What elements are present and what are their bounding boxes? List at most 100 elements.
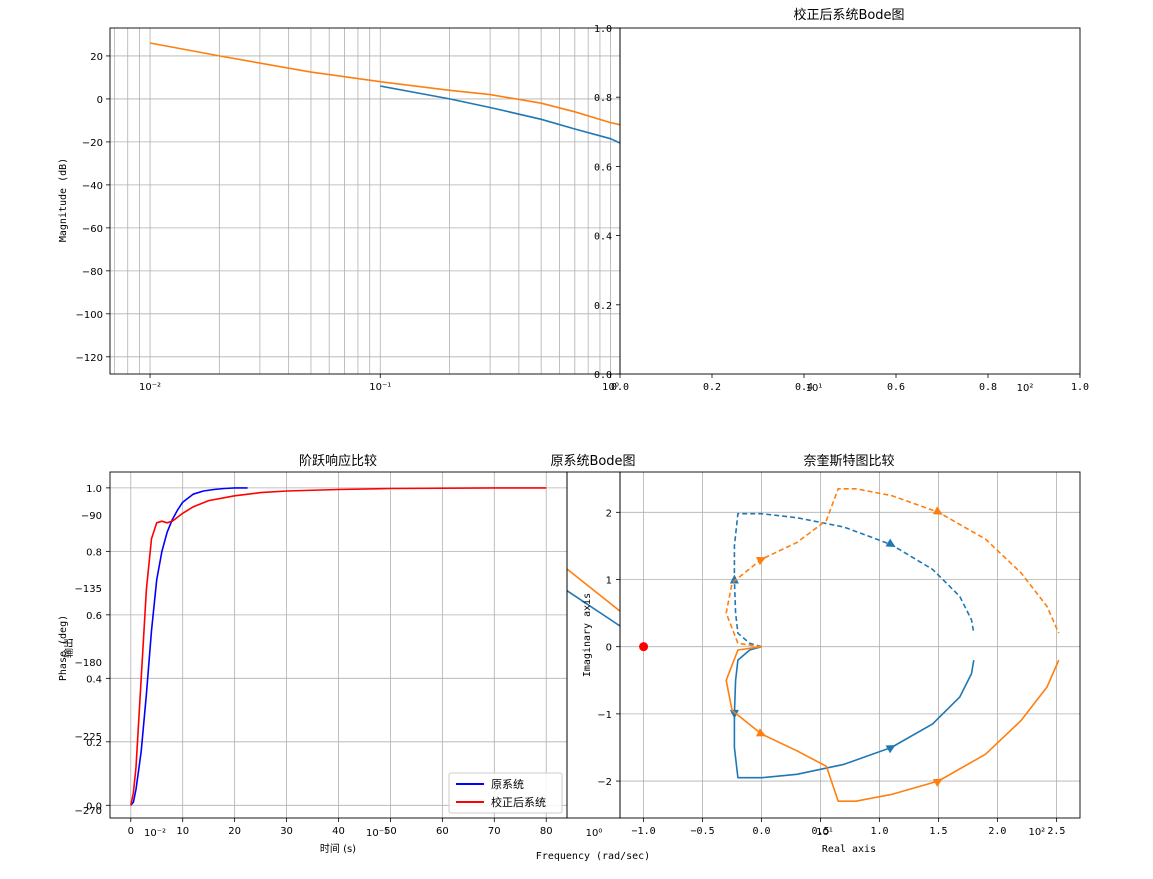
mag-y-tick-label: −60 [82, 224, 103, 235]
original-bode-line [566, 568, 621, 612]
nyquist-direction-arrow [729, 709, 739, 719]
bode-y-tick-label: 0.6 [594, 162, 612, 173]
bode-x-tick-label: 0.2 [703, 382, 721, 393]
real-axis-label: Real axis [822, 844, 876, 855]
original-bode-line [566, 590, 621, 627]
magnitude-line [380, 85, 621, 144]
step-x-tick-label: 20 [228, 826, 241, 837]
phase-x-tick-label: 10⁻² [144, 828, 166, 839]
phase-tick-label: −270 [75, 806, 102, 817]
mag-x-tick-label: 10⁰ [602, 382, 619, 393]
step-response-line [130, 487, 248, 806]
nyquist-overlay-tick-label: 10¹ [816, 827, 833, 838]
step-x-tick-label: 80 [540, 826, 553, 837]
mag-y-tick-label: −100 [76, 310, 103, 321]
nyquist-x-tick-label: −1.0 [632, 826, 656, 837]
nyquist-direction-arrow [729, 574, 739, 584]
nyquist-direction-arrow [885, 538, 896, 548]
nyquist-line [725, 645, 1060, 802]
mag-y-tick-label: −120 [76, 353, 103, 364]
step-y-tick-label: 0.8 [86, 547, 102, 558]
nyquist-x-tick-label: 0.5 [811, 826, 829, 837]
original-bode-axes-frame [566, 471, 621, 819]
mag-x-tick-label: 10⁻² [139, 382, 161, 393]
mag-y-tick-label: 0 [97, 95, 103, 106]
bode-x-tick-label: 1.0 [1071, 382, 1089, 393]
nyquist-y-tick-label: 2 [606, 508, 612, 519]
nyquist-x-tick-label: 1.0 [870, 826, 888, 837]
phase-tick-label: −180 [75, 658, 102, 669]
step-x-tick-label: 60 [436, 826, 449, 837]
nyquist-line [733, 645, 975, 779]
output-axis-label: 输出 [62, 638, 75, 658]
step-y-tick-label: 1.0 [86, 484, 102, 495]
nyquist-y-tick-label: 0 [606, 643, 612, 654]
frames-layer [106, 27, 1081, 822]
legend-label-original: 原系统 [491, 778, 524, 791]
nyquist-direction-arrow [932, 506, 943, 515]
magnitude-axis-label: Magnitude (dB) [58, 158, 69, 242]
critical-point-marker [639, 642, 649, 652]
nyquist-axes-frame [619, 471, 1081, 819]
step-response-title: 阶跃响应比较 [299, 453, 377, 469]
nyquist-y-tick-label: −2 [597, 777, 612, 788]
mag-y-tick-label: 20 [90, 52, 103, 63]
nyquist-mirror-line [725, 488, 1060, 648]
nyquist-y-tick-label: 1 [606, 575, 612, 586]
phase-x-tick-label: 10⁰ [586, 828, 603, 839]
step-y-tick-label: 0.4 [86, 674, 102, 685]
nyquist-x-tick-label: 0.0 [753, 826, 771, 837]
step-y-tick-label: 0.0 [86, 801, 102, 812]
bode-y-tick-label: 0.8 [594, 93, 612, 104]
legend: 原系统 校正后系统 [448, 772, 563, 814]
nyquist-direction-arrow [756, 557, 767, 566]
nyquist-x-tick-label: 2.5 [1047, 826, 1065, 837]
bode-x-tick-label: 0.8 [979, 382, 997, 393]
magnitude-line [149, 42, 621, 126]
nyquist-direction-arrow [756, 728, 767, 737]
phase-axis-label: Phase (deg) [58, 615, 69, 681]
step-x-tick-label: 10 [176, 826, 189, 837]
mag-x-tick-label: 10⁻¹ [369, 382, 391, 393]
grid-layer [110, 28, 1080, 818]
step-x-tick-label: 30 [280, 826, 293, 837]
bode-y-tick-label: 1.0 [594, 24, 612, 35]
step-x-tick-label: 70 [488, 826, 501, 837]
series-layer [130, 42, 1060, 806]
phase-x-tick-label: 10⁻¹ [366, 828, 388, 839]
bode-y-tick-label: 0.4 [594, 232, 612, 243]
step-x-tick-label: 0 [128, 826, 134, 837]
step-x-tick-label: 50 [384, 826, 397, 837]
nyquist-overlay-tick-label: 10² [1028, 827, 1045, 838]
original-bode-title: 原系统Bode图 [550, 454, 635, 469]
nyquist-direction-arrow [932, 778, 943, 787]
frequency-axis-label: Frequency (rad/sec) [536, 851, 650, 862]
mag-y-tick-label: −40 [82, 181, 103, 192]
time-axis-label: 时间 (s) [320, 842, 356, 855]
bode-y-tick-label: 0.2 [594, 301, 612, 312]
nyquist-mirror-line [733, 512, 975, 648]
bode-x-tick-label: 0.6 [887, 382, 905, 393]
bode-overlay-tick-label: 10¹ [806, 383, 823, 394]
nyquist-y-tick-label: −1 [597, 710, 612, 721]
legend-label-corrected: 校正后系统 [491, 795, 546, 809]
bode-x-tick-label: 0.0 [611, 382, 629, 393]
phase-tick-label: −90 [81, 511, 102, 522]
bode-x-tick-label: 0.4 [795, 382, 813, 393]
step-y-tick-label: 0.6 [86, 611, 102, 622]
mag-y-tick-label: −80 [82, 267, 103, 278]
phase-tick-label: −135 [75, 584, 102, 595]
bode-overlay-tick-label: 10² [1017, 383, 1034, 394]
corrected-bode-title: 校正后系统Bode图 [793, 7, 904, 23]
step-x-tick-label: 40 [332, 826, 345, 837]
nyquist-x-tick-label: −0.5 [691, 826, 715, 837]
mag-y-tick-label: −20 [82, 138, 103, 149]
imaginary-axis-label: Imaginary axis [582, 593, 593, 677]
bode-y-tick-label: 0.0 [594, 370, 612, 381]
nyquist-direction-arrow [885, 745, 896, 754]
step-response-line [130, 487, 547, 806]
nyquist-x-tick-label: 2.0 [988, 826, 1006, 837]
corrected-bode-axes-frame [619, 27, 1081, 375]
